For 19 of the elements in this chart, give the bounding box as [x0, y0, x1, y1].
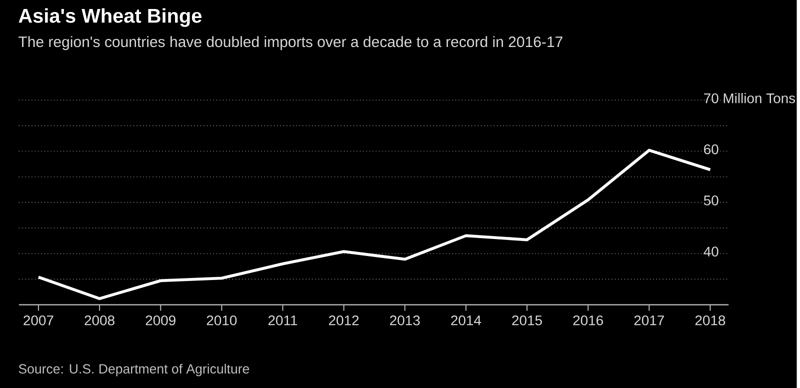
x-tick-label: 2007	[24, 315, 54, 326]
chart-title: Asia's Wheat Binge	[18, 8, 202, 27]
x-tick-label: 2013	[390, 315, 420, 326]
x-tick-label: 2010	[206, 315, 237, 326]
chart-subtitle: The region's countries have doubled imports over a decade to a record in 2016-17	[18, 36, 562, 50]
y-tick-label: 60	[704, 144, 718, 154]
x-tick-label: 2012	[329, 315, 359, 326]
y-tick-label: 70 Million Tons	[704, 92, 796, 104]
x-tick-label: 2008	[84, 315, 114, 326]
source-note: Source: U.S. Department of Agriculture	[18, 364, 250, 376]
x-tick-label: 2011	[268, 315, 298, 326]
x-tick-label: 2009	[146, 315, 176, 326]
x-tick-label: 2015	[512, 315, 542, 326]
y-tick-label: 50	[704, 195, 718, 206]
y-tick-label: 40	[704, 246, 718, 256]
x-tick-label: 2017	[634, 315, 664, 326]
x-tick-label: 2016	[573, 315, 603, 326]
x-tick-label: 2018	[695, 315, 726, 326]
x-tick-label: 2014	[451, 315, 482, 326]
